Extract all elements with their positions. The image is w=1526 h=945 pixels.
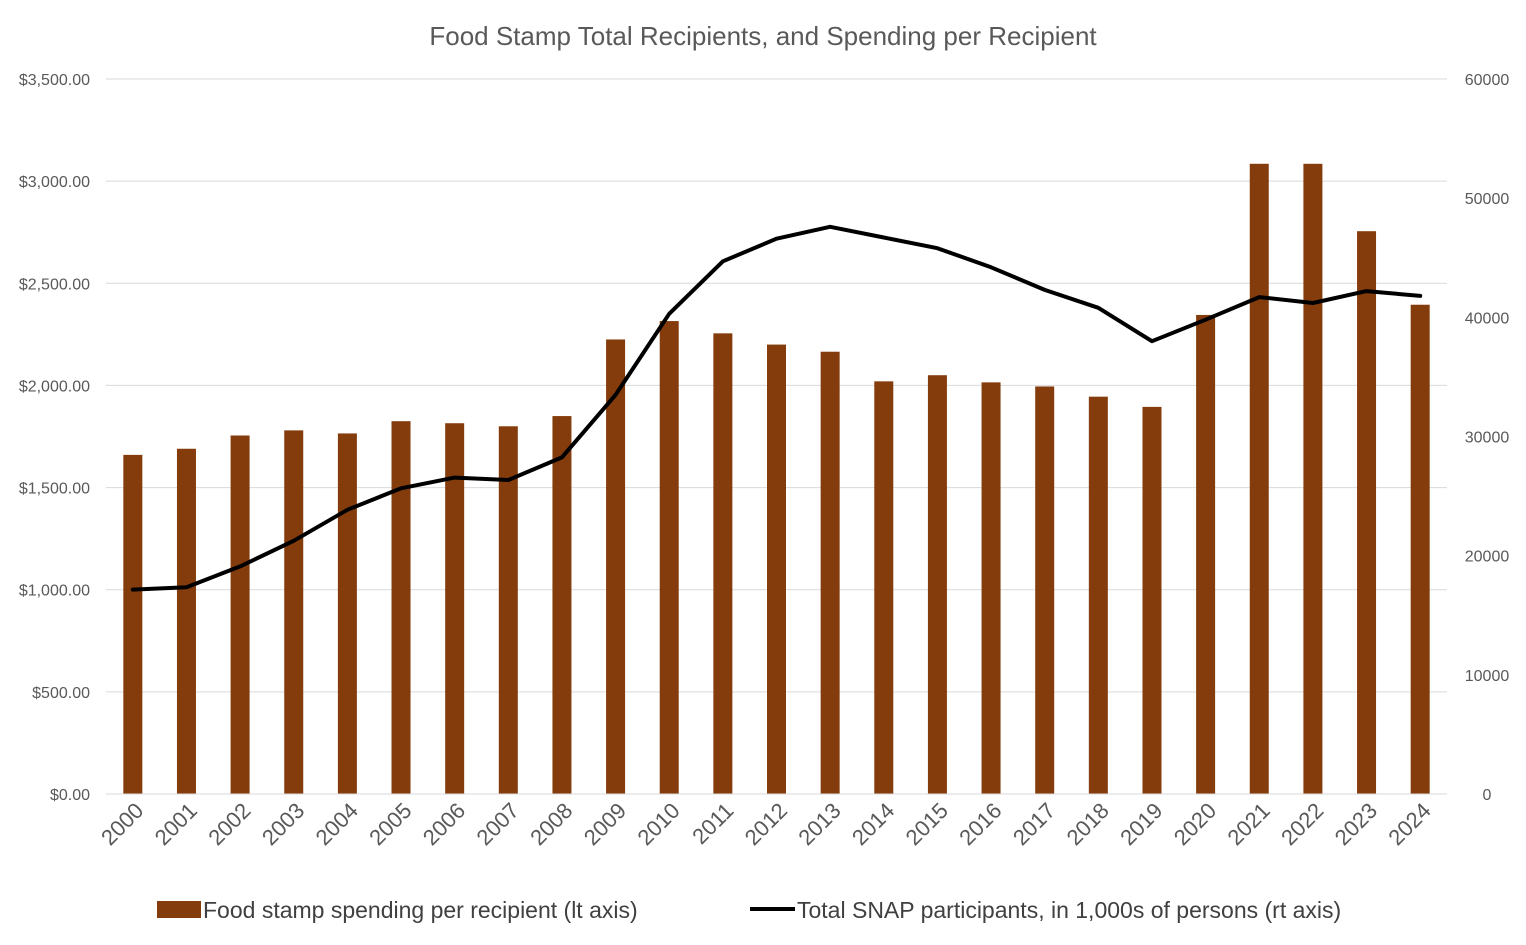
chart-title: Food Stamp Total Recipients, and Spendin… [429,21,1097,51]
bar-2018 [1088,396,1108,794]
x-tick-label: 2004 [311,798,363,850]
bar-2009 [606,339,626,794]
x-tick-label: 2022 [1276,798,1328,850]
x-tick-label: 2008 [525,798,577,850]
left-tick-label: $0.00 [50,787,90,804]
bar-2011 [713,333,733,794]
right-tick-label: 30000 [1465,430,1510,447]
bar-2000 [123,454,143,794]
right-tick-label: 20000 [1465,549,1510,566]
left-tick-label: $3,000.00 [19,174,90,191]
left-tick-label: $2,000.00 [19,378,90,395]
x-tick-label: 2006 [418,798,470,850]
bar-2008 [552,416,572,794]
bar-2002 [230,435,250,794]
bar-2012 [767,344,786,794]
bar-2023 [1357,231,1377,794]
x-tick-label: 2014 [847,798,899,850]
left-tick-label: $500.00 [32,685,90,702]
bar-2010 [659,321,679,794]
x-tick-label: 2001 [150,798,202,850]
x-tick-label: 2016 [954,798,1006,850]
x-tick-label: 2015 [901,798,953,850]
x-tick-label: 2000 [96,798,148,850]
x-tick-label: 2021 [1223,798,1275,850]
x-tick-label: 2019 [1115,798,1167,850]
bar-2015 [927,375,947,794]
bar-2014 [874,381,894,794]
bar-2022 [1303,163,1323,794]
bar-2003 [284,430,304,794]
x-tick-label: 2003 [257,798,309,850]
bar-2017 [1035,386,1055,794]
legend: Food stamp spending per recipient (lt ax… [157,897,1341,923]
right-tick-label: 40000 [1465,310,1510,327]
x-tick-label: 2013 [793,798,845,850]
x-tick-label: 2020 [1169,798,1221,850]
legend-swatch-bar [157,901,201,918]
legend-label-line: Total SNAP participants, in 1,000s of pe… [797,897,1341,923]
x-tick-label: 2024 [1383,798,1435,850]
right-tick-label: 0 [1483,787,1492,804]
bar-2013 [820,351,840,794]
bar-2001 [176,448,196,794]
line-series [130,224,1423,592]
bar-2007 [498,426,518,794]
bar-2019 [1142,406,1162,794]
x-tick-label: 2007 [472,798,524,850]
x-tick-label: 2012 [740,798,792,850]
left-tick-label: $1,500.00 [19,481,90,498]
left-axis: $0.00 $500.00 $1,000.00 $1,500.00 $2,000.00 $… [19,72,90,804]
x-tick-label: 2002 [203,798,255,850]
x-tick-label: 2009 [579,798,631,850]
left-tick-label: $3,500.00 [19,72,90,89]
bar-2021 [1249,163,1269,794]
right-tick-label: 60000 [1465,72,1510,89]
right-tick-label: 50000 [1465,191,1510,208]
right-axis: 0 10000 20000 30000 40000 50000 60000 [1465,72,1510,804]
legend-label-bar: Food stamp spending per recipient (lt ax… [203,897,638,923]
bar-2024 [1410,304,1430,794]
bar-2005 [391,421,411,794]
left-tick-label: $2,500.00 [19,276,90,293]
bar-2016 [981,382,1001,794]
left-tick-label: $1,000.00 [19,583,90,600]
bar-2020 [1196,314,1216,794]
right-tick-label: 10000 [1465,668,1510,685]
x-tick-label: 2018 [1062,798,1114,850]
x-tick-label: 2023 [1330,798,1382,850]
x-axis: 2000 2001 2002 2003 2004 2005 2006 2007 2008 2009… [96,798,1436,850]
x-tick-label: 2010 [632,798,684,850]
bar-series [123,163,1430,794]
x-tick-label: 2017 [1008,798,1060,850]
line-participants [130,224,1423,592]
x-tick-label: 2011 [687,798,738,849]
x-tick-label: 2005 [364,798,416,850]
bar-2006 [445,423,465,794]
bar-2004 [337,433,357,794]
